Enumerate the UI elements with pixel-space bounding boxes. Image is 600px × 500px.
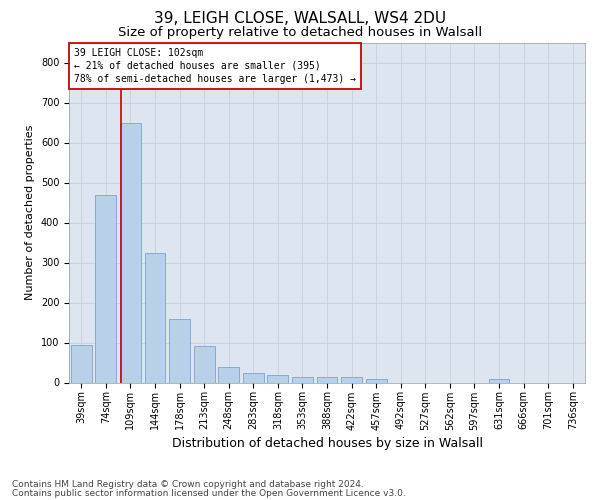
Text: Contains public sector information licensed under the Open Government Licence v3: Contains public sector information licen… [12, 488, 406, 498]
Bar [120, 124, 141, 382]
Bar [95, 194, 116, 382]
Bar [292, 376, 313, 382]
Bar [243, 372, 264, 382]
Bar [268, 376, 289, 382]
Bar [145, 252, 166, 382]
Bar [317, 377, 337, 382]
Text: 39 LEIGH CLOSE: 102sqm
← 21% of detached houses are smaller (395)
78% of semi-de: 39 LEIGH CLOSE: 102sqm ← 21% of detached… [74, 48, 356, 84]
X-axis label: Distribution of detached houses by size in Walsall: Distribution of detached houses by size … [172, 436, 482, 450]
Text: Contains HM Land Registry data © Crown copyright and database right 2024.: Contains HM Land Registry data © Crown c… [12, 480, 364, 489]
Bar [194, 346, 215, 383]
Text: Size of property relative to detached houses in Walsall: Size of property relative to detached ho… [118, 26, 482, 39]
Bar [365, 378, 386, 382]
Bar [169, 320, 190, 382]
Bar [341, 378, 362, 382]
Bar [218, 366, 239, 382]
Bar [488, 380, 509, 382]
Bar [71, 344, 92, 383]
Text: 39, LEIGH CLOSE, WALSALL, WS4 2DU: 39, LEIGH CLOSE, WALSALL, WS4 2DU [154, 11, 446, 26]
Y-axis label: Number of detached properties: Number of detached properties [25, 125, 35, 300]
